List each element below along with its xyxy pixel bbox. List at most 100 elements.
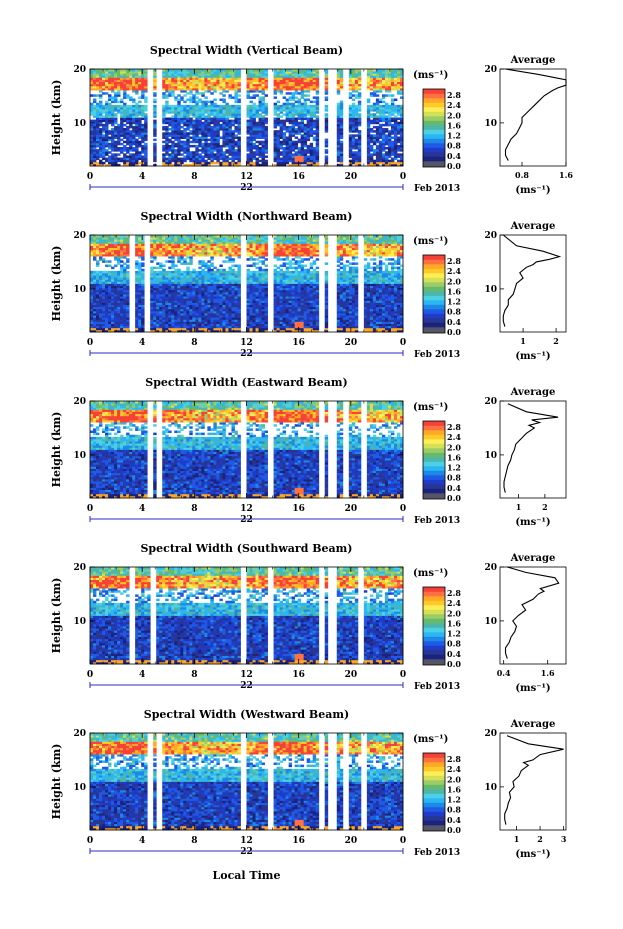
heatmap-cell: [102, 128, 106, 131]
heatmap-cell: [258, 75, 262, 78]
heatmap-cell: [210, 119, 214, 123]
heatmap-cell: [165, 87, 169, 91]
heatmap-cell: [132, 90, 136, 93]
heatmap-cell: [393, 98, 398, 102]
heatmap-cell: [282, 132, 287, 135]
heatmap-cell: [246, 144, 250, 148]
heatmap-cell: [237, 81, 241, 85]
heatmap-cell: [144, 149, 148, 152]
heatmap-cell: [174, 77, 178, 80]
heatmap-cell: [132, 128, 136, 131]
heatmap-cell: [162, 136, 166, 139]
heatmap-cell: [123, 75, 127, 78]
heatmap-cell: [111, 75, 115, 78]
heatmap-cell: [195, 117, 199, 121]
heatmap-cell: [174, 142, 178, 146]
heatmap-cell: [225, 83, 229, 87]
heatmap-cell: [180, 147, 184, 150]
heatmap-cell: [213, 98, 217, 102]
heatmap-cell: [213, 111, 217, 114]
heatmap-cell: [189, 69, 193, 72]
heatmap-cell: [192, 81, 196, 85]
heatmap-cell: [222, 115, 226, 118]
heatmap-cell: [186, 113, 190, 116]
heatmap-cell: [381, 123, 386, 127]
heatmap-cell: [252, 115, 256, 118]
heatmap-cell: [189, 140, 193, 144]
heatmap-cell: [108, 85, 112, 89]
heatmap-cell: [183, 134, 187, 137]
heatmap-cell: [201, 111, 205, 114]
heatmap-cell: [255, 90, 259, 93]
heatmap-cell: [96, 270, 100, 274]
heatmap-cell: [249, 117, 253, 121]
heatmap-cell: [177, 87, 181, 91]
heatmap-cell: [228, 136, 232, 139]
heatmap-cell: [207, 85, 211, 89]
heatmap-cell: [171, 144, 175, 148]
heatmap-cell: [108, 87, 112, 91]
heatmap-cell: [258, 98, 262, 102]
heatmap-cell: [144, 71, 148, 74]
heatmap-cell: [192, 138, 196, 142]
heatmap-cell: [171, 90, 175, 93]
heatmap-cell: [105, 121, 109, 125]
colorbar-segment: [423, 111, 445, 117]
heatmap-cell: [210, 155, 214, 158]
heatmap-cell: [252, 163, 256, 167]
heatmap-cell: [171, 140, 175, 144]
heatmap-cell: [192, 115, 196, 118]
heatmap-cell: [168, 138, 172, 142]
heatmap-cell: [93, 130, 97, 133]
heatmap-cell: [207, 117, 211, 121]
heatmap-cell: [141, 163, 145, 167]
heatmap-cell: [216, 153, 220, 156]
heatmap-cell: [138, 155, 142, 158]
heatmap-cell: [96, 104, 100, 108]
heatmap-cell: [258, 81, 262, 85]
heatmap-cell: [252, 106, 256, 110]
heatmap-cell: [231, 69, 235, 72]
heatmap-cell: [141, 96, 145, 99]
heatmap-cell: [204, 155, 208, 158]
heatmap-cell: [234, 71, 238, 74]
heatmap-cell: [225, 115, 229, 118]
heatmap-cell: [216, 77, 220, 80]
heatmap-cell: [249, 75, 253, 78]
heatmap-cell: [258, 79, 262, 83]
heatmap-cell: [207, 132, 211, 135]
heatmap-cell: [174, 121, 178, 125]
heatmap-cell: [153, 77, 157, 80]
heatmap-cell: [354, 94, 359, 97]
heatmap-cell: [99, 87, 103, 91]
heatmap-cell: [114, 155, 118, 158]
heatmap-cell: [165, 102, 169, 106]
heatmap-cell: [246, 106, 250, 110]
heatmap-cell: [192, 87, 196, 91]
average-title: Average: [510, 55, 556, 66]
heatmap-cell: [273, 102, 277, 106]
heatmap-cell: [123, 161, 127, 165]
heatmap-cell: [351, 102, 356, 106]
heatmap-cell: [141, 128, 145, 131]
heatmap-cell: [129, 87, 133, 91]
heatmap-cell: [93, 75, 97, 78]
heatmap-cell: [138, 125, 142, 129]
heatmap-cell: [195, 96, 199, 99]
heatmap-cell: [96, 117, 100, 121]
panel-title: Spectral Width (Vertical Beam): [150, 44, 343, 57]
heatmap-cell: [117, 157, 121, 161]
heatmap-cell: [372, 134, 377, 137]
heatmap-cell: [96, 77, 100, 80]
heatmap-cell: [294, 140, 299, 144]
heatmap-cell: [93, 123, 97, 127]
heatmap-cell: [132, 130, 136, 133]
heatmap-cell: [252, 130, 256, 133]
heatmap-cell: [213, 119, 217, 123]
heatmap-cell: [144, 147, 148, 150]
heatmap-cell: [285, 136, 290, 139]
heatmap-cell: [198, 270, 202, 274]
heatmap-cell: [165, 75, 169, 78]
heatmap-cell: [93, 270, 97, 274]
heatmap-cell: [96, 260, 100, 263]
